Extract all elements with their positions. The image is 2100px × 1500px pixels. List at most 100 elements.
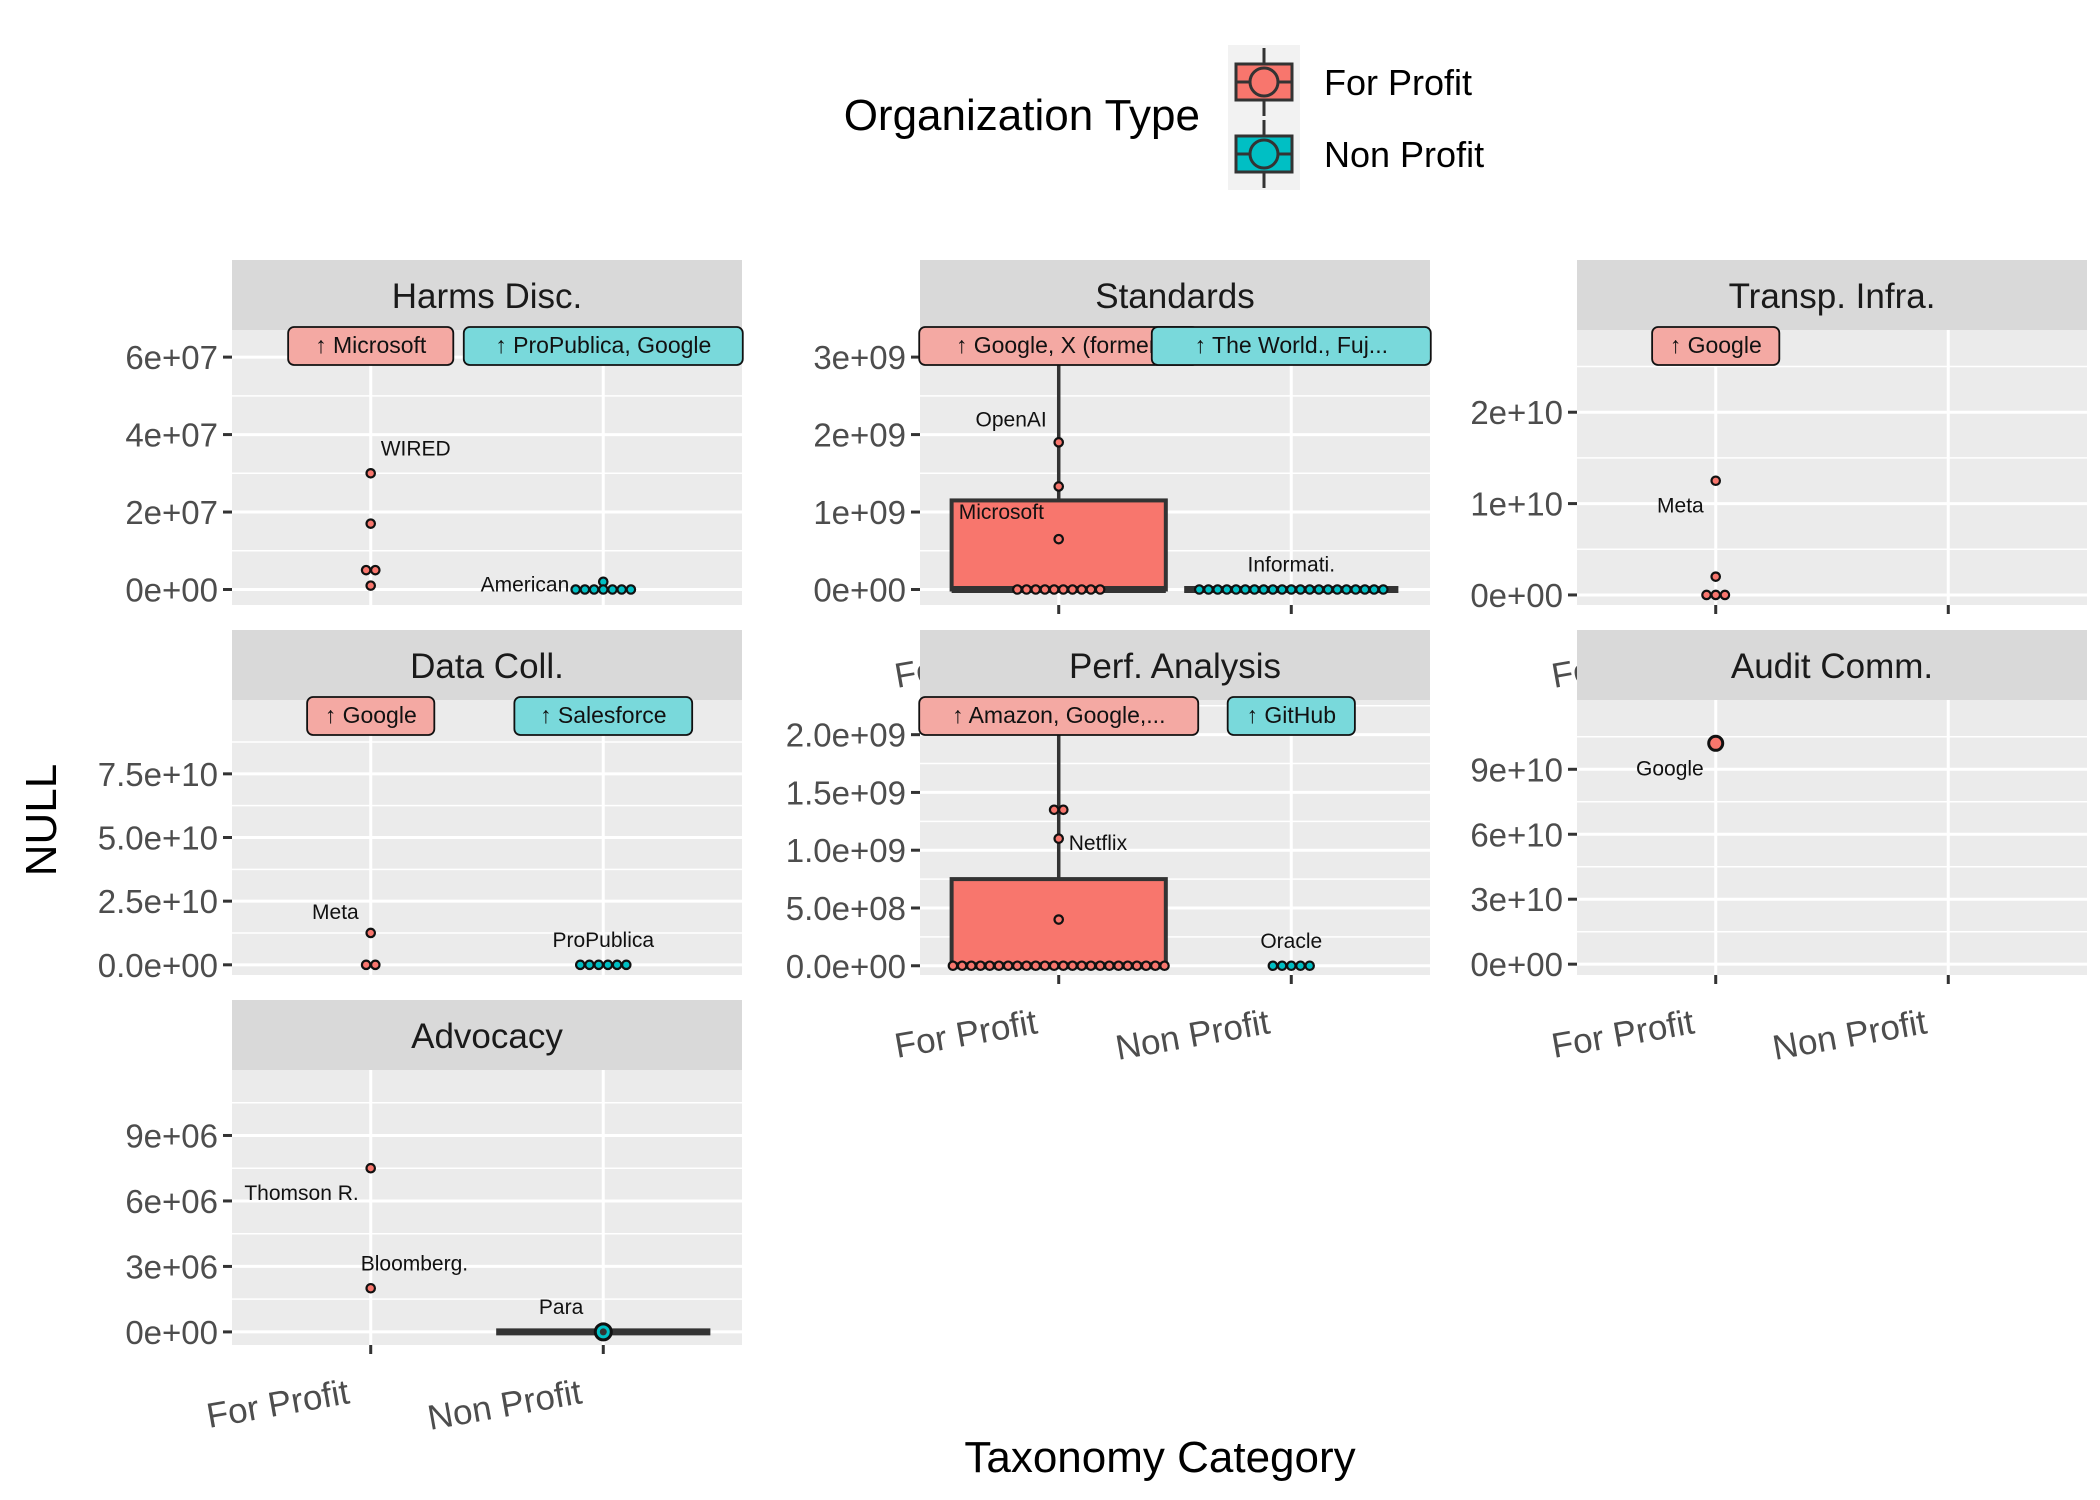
panel-strip [1577,260,2087,330]
point-annotation: American [481,574,570,597]
y-tick-label: 0e+00 [1470,577,1563,614]
data-point [593,959,604,971]
outlier-label: ↑ Salesforce [540,702,667,728]
data-point [1058,804,1069,816]
y-tick-label: 0e+00 [813,572,906,609]
data-point [1021,584,1032,595]
panel-data-coll: Data Coll. 0.0e+00 2.5e+10 5.0e+10 7.5e+10 ↑ … [98,630,742,984]
data-point [1076,960,1088,972]
data-point [1295,584,1306,595]
y-tick-label: 6e+10 [1470,816,1563,853]
data-point [1012,960,1023,972]
data-point [1304,584,1315,595]
y-tick-label: 1.0e+09 [786,832,906,869]
data-point [588,584,600,595]
group-non-profit: ↑ GitHub Oracle [1226,696,1356,972]
point-annotation: WIRED [381,437,451,460]
y-tick-label: 2.0e+09 [786,717,906,754]
panel-harms-disc: Harms Disc. 0e+00 2e+07 4e+07 6e+07 ↑ Microso… [125,260,744,609]
data-point [1707,734,1725,752]
data-point [1350,584,1361,595]
y-tick-label: 6e+07 [125,339,218,376]
outlier-label-box [1226,696,1356,736]
data-point [947,960,959,972]
y-tick-label: 0.0e+00 [786,948,906,985]
data-point [1012,584,1023,595]
panel-strip [232,1000,742,1070]
data-point [1039,584,1051,595]
group-non-profit: ↑ The World., Fuj... Informati. [1150,326,1432,595]
data-point [956,960,968,972]
point-annotation: Oracle [1260,930,1322,953]
x-tick-label: For Profit [1549,1002,1698,1065]
x-tick-label: Non Profit [425,1372,585,1437]
panel-background [1577,330,2087,605]
data-point [370,564,381,576]
data-point [1150,960,1161,972]
data-point [574,959,586,971]
outlier-label-box [513,696,694,736]
y-tick-label: 0e+00 [1470,946,1563,983]
y-tick-label: 5.0e+08 [786,890,906,927]
data-point [984,960,996,972]
y-tick-label: 9e+10 [1470,751,1563,788]
y-tick-label: 0.0e+00 [98,947,218,984]
data-point [616,584,627,595]
data-point-center [599,1328,607,1336]
box [949,498,1168,592]
data-point [365,580,377,591]
data-point [365,927,377,939]
outlier-label-box [918,696,1200,736]
y-tick-label: 2e+09 [813,417,906,454]
data-point [365,1162,377,1174]
group-for-profit: ↑ Google, X (former. OpenAI Microsoft [918,326,1200,595]
data-point [1048,960,1060,972]
y-tick-label: 2e+07 [125,494,218,531]
legend: Organization Type For Profit Non Profit [844,45,1484,190]
x-axis-title: Taxonomy Category [964,1433,1355,1482]
data-point [1285,960,1297,972]
data-point [1053,833,1065,844]
data-point [1030,960,1042,972]
panel-background [1577,700,2087,975]
data-point [360,564,372,576]
legend-key-non-profit [1234,120,1294,188]
panel-title: Advocacy [411,1017,563,1056]
data-point [360,959,372,971]
panel-advocacy: Advocacy 0e+00 3e+06 6e+06 9e+06 For Profit No… [125,1000,742,1438]
data-point [1193,584,1205,595]
facet-panels: Harms Disc. 0e+00 2e+07 4e+07 6e+07 ↑ Microso… [98,260,2087,1438]
data-point [1048,804,1060,816]
data-point [1113,960,1124,972]
point-annotation: Thomson R. [244,1182,358,1205]
data-point [597,584,609,595]
panel-audit-comm: Audit Comm. 0e+00 3e+10 6e+10 9e+10 For Profi… [1470,630,2087,1068]
group-for-profit: ↑ Google Meta [1651,326,1781,601]
data-point [1304,960,1315,972]
outlier-label-box [1651,326,1781,366]
y-tick-label: 4e+07 [125,417,218,454]
y-tick-label: 2.5e+10 [98,883,218,920]
data-point [975,960,986,972]
data-point [607,584,618,595]
y-tick-label: 3e+06 [125,1248,218,1285]
data-point [570,584,581,595]
point-annotation: Microsoft [959,501,1044,524]
panel-title: Transp. Infra. [1729,277,1936,316]
point-annotation: Bloomberg. [361,1252,468,1275]
data-point [1267,960,1279,972]
panel-title: Standards [1095,277,1255,316]
outlier-label-box [462,326,744,366]
data-point [365,1282,377,1294]
data-point [1710,475,1722,487]
data-point [1021,960,1032,972]
legend-label-non-profit: Non Profit [1324,134,1484,175]
data-point [1094,960,1106,972]
group-for-profit: ↑ Amazon, Google,... Netflix [918,696,1200,972]
data-point [1331,584,1343,595]
point-annotation: Google [1636,757,1704,780]
panel-strip [920,260,1430,330]
data-point [625,584,637,595]
data-point [1313,584,1325,595]
